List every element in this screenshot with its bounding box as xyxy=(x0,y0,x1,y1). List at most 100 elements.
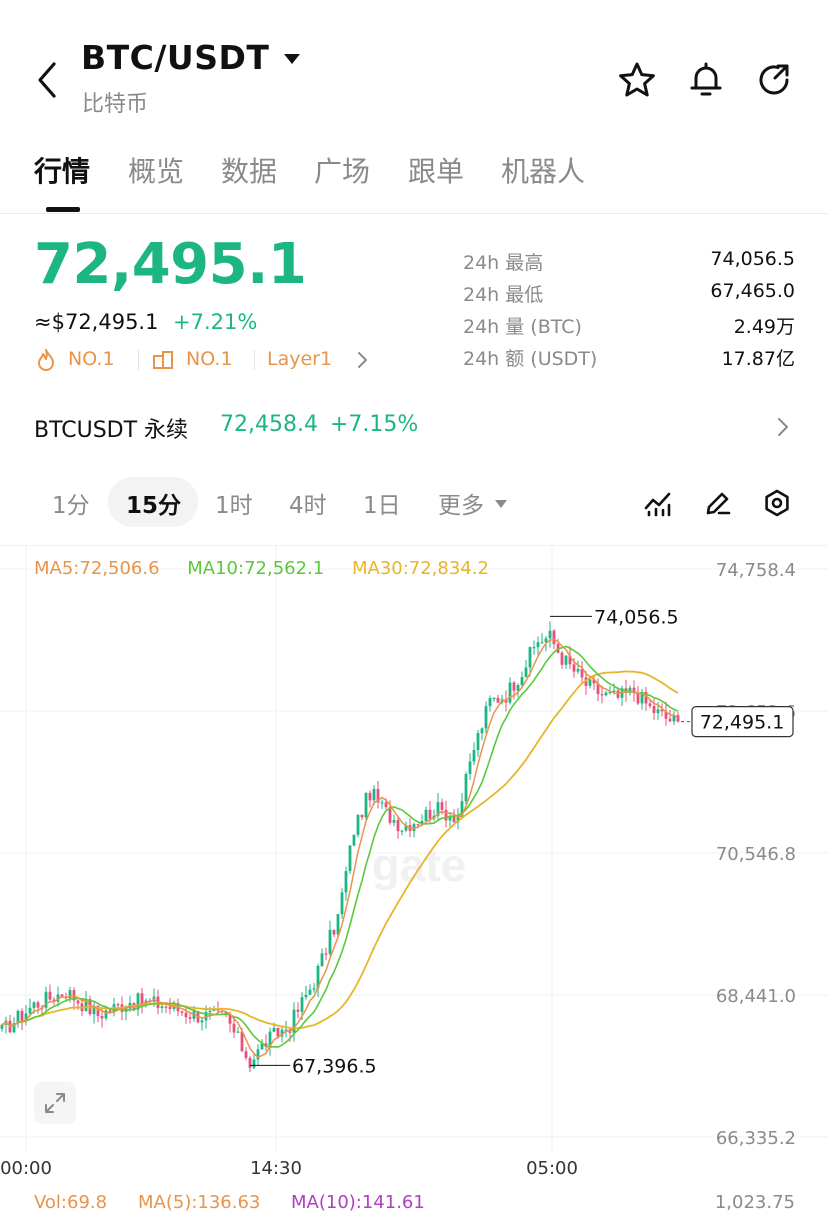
candle-body xyxy=(352,834,356,846)
interval-bar: 1分 15分 1时 4时 1日 更多 xyxy=(0,470,828,540)
candle-body xyxy=(344,871,348,893)
stat-label: 24h 量 (BTC) xyxy=(463,316,582,338)
pair-title[interactable]: BTC/USDT xyxy=(81,38,270,77)
candle-body xyxy=(548,630,552,639)
candle-body xyxy=(444,809,448,821)
interval-1d[interactable]: 1日 xyxy=(363,493,401,519)
stat-label: 24h 最低 xyxy=(463,284,544,306)
tab-market[interactable]: 行情 xyxy=(34,155,91,188)
caret-down-icon[interactable] xyxy=(283,52,301,66)
candle-body xyxy=(592,679,596,684)
candle-body xyxy=(404,825,408,831)
share-icon[interactable] xyxy=(754,60,794,100)
perpetual-row[interactable]: BTCUSDT 永续 72,458.4 +7.15% xyxy=(0,400,828,456)
stat-row: 24h 最高 74,056.5 xyxy=(463,248,795,278)
kline-svg[interactable]: gate 74,758.472,652.670,546.868,441.066,… xyxy=(0,546,828,1186)
draw-pen-icon[interactable] xyxy=(703,488,733,518)
candle-body xyxy=(448,816,452,821)
candle-body xyxy=(60,994,64,997)
ma5-label: MA5:72,506.6 xyxy=(34,558,160,579)
candle-body xyxy=(368,792,372,801)
low-marker-label: 67,396.5 xyxy=(292,1055,377,1077)
candle-body xyxy=(568,655,572,665)
candle-body xyxy=(92,1005,96,1015)
candle-body xyxy=(496,697,500,703)
fullscreen-button[interactable] xyxy=(34,1082,76,1124)
candle-body xyxy=(76,1000,80,1004)
last-price: 72,495.1 xyxy=(34,232,307,297)
candle-body xyxy=(52,999,56,1002)
tab-data[interactable]: 数据 xyxy=(221,155,278,188)
candle-body xyxy=(564,655,568,665)
back-chevron-icon[interactable] xyxy=(30,58,66,102)
candle-body xyxy=(512,682,516,691)
candle-body xyxy=(396,820,400,832)
candle-body xyxy=(440,802,444,810)
kline-chart[interactable]: gate 74,758.472,652.670,546.868,441.066,… xyxy=(0,545,828,1185)
interval-1m[interactable]: 1分 xyxy=(52,493,90,519)
interval-more[interactable]: 更多 xyxy=(438,493,484,519)
candle-body xyxy=(676,715,680,722)
tag-sector-rank: NO.1 xyxy=(186,348,233,370)
candle-body xyxy=(20,1010,24,1021)
ma30-label: MA30:72,834.2 xyxy=(351,558,489,579)
candle-body xyxy=(528,647,532,668)
candle-body xyxy=(628,687,632,693)
candle-body xyxy=(540,642,544,644)
perpetual-change: +7.15% xyxy=(330,412,419,437)
candle-body xyxy=(536,642,540,648)
interval-1h[interactable]: 1时 xyxy=(215,493,253,519)
candle-body xyxy=(576,668,580,672)
caret-down-icon[interactable] xyxy=(494,499,508,509)
tab-square[interactable]: 广场 xyxy=(314,155,371,188)
candle-body xyxy=(572,664,576,672)
candle-body xyxy=(600,694,604,696)
candle-body xyxy=(392,820,396,823)
candle-body xyxy=(224,1012,228,1015)
tab-bot[interactable]: 机器人 xyxy=(501,155,586,188)
candle-body xyxy=(324,953,328,955)
settings-icon[interactable] xyxy=(762,488,792,518)
candle-body xyxy=(424,809,428,821)
candle-body xyxy=(380,802,384,804)
indicator-icon[interactable] xyxy=(643,488,673,518)
y-tick-label: 74,758.4 xyxy=(716,560,796,581)
candle-body xyxy=(376,788,380,803)
interval-15m[interactable]: 15分 xyxy=(126,493,182,519)
candle-body xyxy=(216,1009,220,1011)
candle-body xyxy=(108,1010,112,1013)
volume-ma10-label: MA(10):141.61 xyxy=(291,1192,425,1211)
star-icon[interactable] xyxy=(617,60,657,100)
interval-4h[interactable]: 4时 xyxy=(289,493,327,519)
candle-body xyxy=(544,638,548,643)
volume-axis-max: 1,023.75 xyxy=(714,1192,795,1211)
stat-value: 2.49万 xyxy=(733,316,795,338)
candle-body xyxy=(520,677,524,686)
candle-body xyxy=(668,718,672,722)
candle-body xyxy=(320,953,324,966)
tab-copy-trade[interactable]: 跟单 xyxy=(408,155,465,188)
active-interval-pill xyxy=(108,477,198,527)
candle-body xyxy=(300,997,304,1012)
ma10-line xyxy=(1,645,679,1049)
candle-body xyxy=(532,647,536,649)
candle-body xyxy=(140,993,144,1005)
candle-body xyxy=(260,1043,264,1050)
candle-body xyxy=(208,1010,212,1013)
candle-body xyxy=(268,1031,272,1047)
tag-divider xyxy=(254,350,255,370)
candle-body xyxy=(468,761,472,774)
tab-overview[interactable]: 概览 xyxy=(128,155,185,188)
candle-body xyxy=(280,1029,284,1037)
candle-body xyxy=(660,709,664,712)
x-tick-label: 14:30 xyxy=(250,1158,302,1179)
candle-body xyxy=(384,802,388,808)
bell-icon[interactable] xyxy=(686,60,726,100)
candle-body xyxy=(272,1027,276,1032)
stat-label: 24h 额 (USDT) xyxy=(463,348,598,370)
candle-body xyxy=(336,914,340,935)
candle-body xyxy=(388,807,392,823)
candle-body xyxy=(284,1029,288,1031)
candle-body xyxy=(656,709,660,714)
candle-body xyxy=(588,679,592,686)
